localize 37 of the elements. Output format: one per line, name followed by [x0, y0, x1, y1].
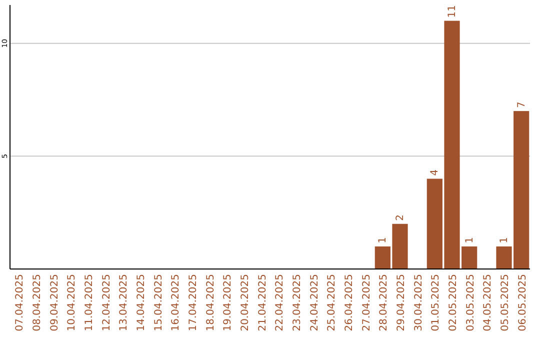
x-tick-label: 03.05.2025: [465, 274, 476, 332]
x-tick-label: 21.04.2025: [257, 274, 268, 332]
x-tick-label: 22.04.2025: [274, 274, 286, 332]
x-tick-label: 05.05.2025: [500, 274, 511, 332]
x-tick-label: 29.04.2025: [396, 274, 407, 332]
x-tick-label: 11.04.2025: [84, 274, 95, 332]
x-tick-label: 25.04.2025: [326, 274, 338, 332]
x-tick-label: 13.04.2025: [118, 274, 130, 332]
data-label: 7: [516, 102, 528, 108]
x-tick-label: 16.04.2025: [170, 274, 182, 332]
x-tick-label: 26.04.2025: [344, 274, 355, 332]
x-tick-label: 07.04.2025: [14, 274, 26, 332]
x-tick-label: 30.04.2025: [413, 274, 424, 332]
x-tick-label: 23.04.2025: [292, 274, 303, 332]
x-tick-label: 09.04.2025: [49, 274, 60, 332]
x-tick-label: 14.04.2025: [136, 274, 147, 332]
x-tick-label: 10.04.2025: [66, 274, 78, 332]
x-tick-label: 04.05.2025: [482, 274, 494, 332]
x-tick-label: 17.04.2025: [188, 274, 199, 332]
x-tick-label: 01.05.2025: [430, 274, 442, 332]
data-label: 4: [430, 169, 441, 176]
x-tick-label: 15.04.2025: [153, 274, 164, 332]
x-tick-label: 08.04.2025: [32, 274, 43, 332]
x-tick-label: 18.04.2025: [205, 274, 216, 332]
x-tick-label: 06.05.2025: [517, 274, 528, 332]
data-label: 1: [378, 237, 389, 244]
x-tick-label: 28.04.2025: [378, 274, 390, 332]
x-tick-label: 27.04.2025: [361, 274, 372, 332]
data-label: 1: [499, 237, 510, 244]
x-tick-label: 20.04.2025: [240, 274, 251, 332]
data-label: 11: [447, 5, 458, 18]
data-label: 2: [395, 214, 406, 221]
x-tick-label: 19.04.2025: [222, 274, 234, 332]
x-tick-label: 24.04.2025: [309, 274, 320, 332]
x-tick-label: 12.04.2025: [101, 274, 112, 332]
x-tick-label: 02.05.2025: [448, 274, 459, 332]
data-label: 1: [464, 237, 476, 244]
